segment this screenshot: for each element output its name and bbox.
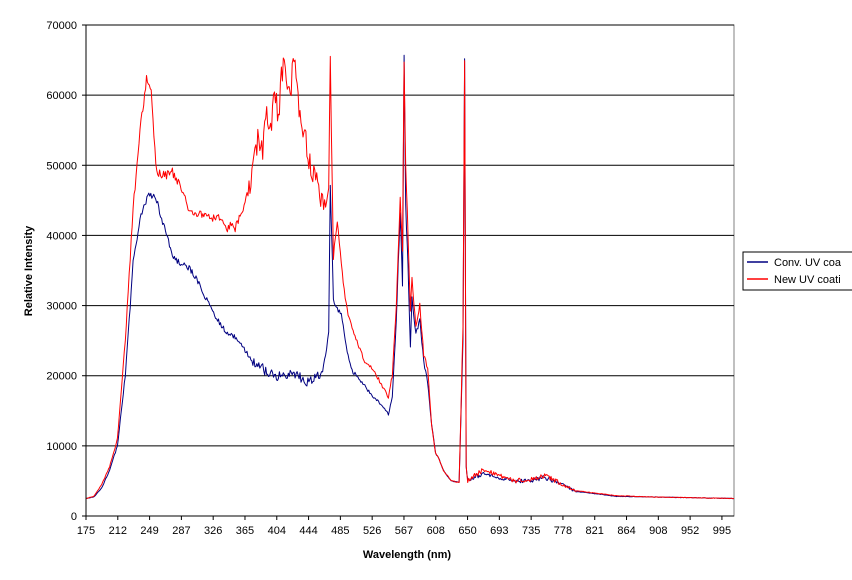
x-tick-label: 249 bbox=[140, 525, 158, 537]
y-tick-label: 50000 bbox=[46, 160, 77, 172]
y-tick-label: 60000 bbox=[46, 90, 77, 102]
x-tick-label: 365 bbox=[236, 525, 254, 537]
x-tick-label: 864 bbox=[617, 525, 635, 537]
y-tick-label: 40000 bbox=[46, 230, 77, 242]
series-line-new-uv bbox=[85, 55, 735, 500]
legend-box bbox=[742, 251, 852, 291]
x-tick-label: 735 bbox=[522, 525, 540, 537]
legend-label: New UV coati bbox=[774, 274, 841, 286]
x-tick-label: 952 bbox=[681, 525, 699, 537]
y-axis-ticks: 0 10000 20000 30000 40000 50000 60000 70000 bbox=[46, 20, 734, 523]
x-tick-label: 821 bbox=[586, 525, 604, 537]
y-tick-label: 30000 bbox=[46, 301, 77, 313]
y-tick-label: 10000 bbox=[46, 441, 77, 453]
x-tick-label: 175 bbox=[77, 525, 95, 537]
plot-area-group bbox=[85, 24, 735, 517]
x-tick-label: 995 bbox=[713, 525, 731, 537]
x-tick-label: 404 bbox=[268, 525, 286, 537]
legend: Conv. UV coa New UV coati bbox=[742, 251, 852, 291]
y-tick-label: 70000 bbox=[46, 20, 77, 32]
legend-label: Conv. UV coa bbox=[774, 257, 842, 269]
x-tick-label: 908 bbox=[649, 525, 667, 537]
y-tick-label: 20000 bbox=[46, 371, 77, 383]
x-tick-label: 567 bbox=[395, 525, 413, 537]
series-line-conv-uv bbox=[85, 54, 735, 500]
x-axis-ticks: 175 212 249 287 326 365 404 444 485 526 567 608 650 6… bbox=[77, 516, 731, 537]
plot-area bbox=[85, 24, 735, 517]
x-tick-label: 485 bbox=[331, 525, 349, 537]
x-tick-label: 650 bbox=[458, 525, 476, 537]
x-tick-label: 608 bbox=[427, 525, 445, 537]
x-tick-label: 778 bbox=[554, 525, 572, 537]
x-axis-title: Wavelength (nm) bbox=[363, 549, 452, 561]
x-tick-label: 444 bbox=[299, 525, 317, 537]
y-tick-label: 0 bbox=[71, 511, 77, 523]
x-tick-label: 287 bbox=[172, 525, 190, 537]
x-tick-label: 693 bbox=[490, 525, 508, 537]
x-tick-label: 212 bbox=[109, 525, 127, 537]
y-axis-title: Relative Intensity bbox=[23, 225, 35, 316]
x-tick-label: 326 bbox=[204, 525, 222, 537]
series-layer bbox=[85, 54, 735, 500]
x-tick-label: 526 bbox=[363, 525, 381, 537]
